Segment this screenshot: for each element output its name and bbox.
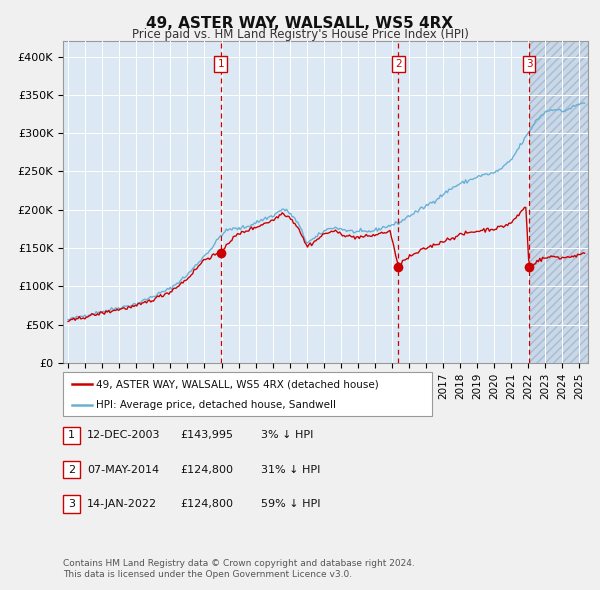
Text: Price paid vs. HM Land Registry's House Price Index (HPI): Price paid vs. HM Land Registry's House …: [131, 28, 469, 41]
Text: HPI: Average price, detached house, Sandwell: HPI: Average price, detached house, Sand…: [96, 400, 336, 410]
Text: 14-JAN-2022: 14-JAN-2022: [87, 499, 157, 509]
Text: 3: 3: [68, 499, 75, 509]
Text: 3% ↓ HPI: 3% ↓ HPI: [261, 431, 313, 440]
Text: 12-DEC-2003: 12-DEC-2003: [87, 431, 161, 440]
Text: £124,800: £124,800: [180, 499, 233, 509]
Text: £124,800: £124,800: [180, 465, 233, 474]
Text: 2: 2: [68, 465, 75, 474]
Text: 1: 1: [217, 59, 224, 69]
Bar: [529, 41, 588, 363]
Text: 1: 1: [68, 431, 75, 440]
Text: 59% ↓ HPI: 59% ↓ HPI: [261, 499, 320, 509]
Bar: [221, 41, 529, 363]
Text: 2: 2: [395, 59, 401, 69]
Text: 31% ↓ HPI: 31% ↓ HPI: [261, 465, 320, 474]
Text: 49, ASTER WAY, WALSALL, WS5 4RX (detached house): 49, ASTER WAY, WALSALL, WS5 4RX (detache…: [96, 379, 379, 389]
Text: 49, ASTER WAY, WALSALL, WS5 4RX: 49, ASTER WAY, WALSALL, WS5 4RX: [146, 16, 454, 31]
Text: Contains HM Land Registry data © Crown copyright and database right 2024.
This d: Contains HM Land Registry data © Crown c…: [63, 559, 415, 579]
Text: 3: 3: [526, 59, 532, 69]
Text: 07-MAY-2014: 07-MAY-2014: [87, 465, 159, 474]
Text: £143,995: £143,995: [180, 431, 233, 440]
